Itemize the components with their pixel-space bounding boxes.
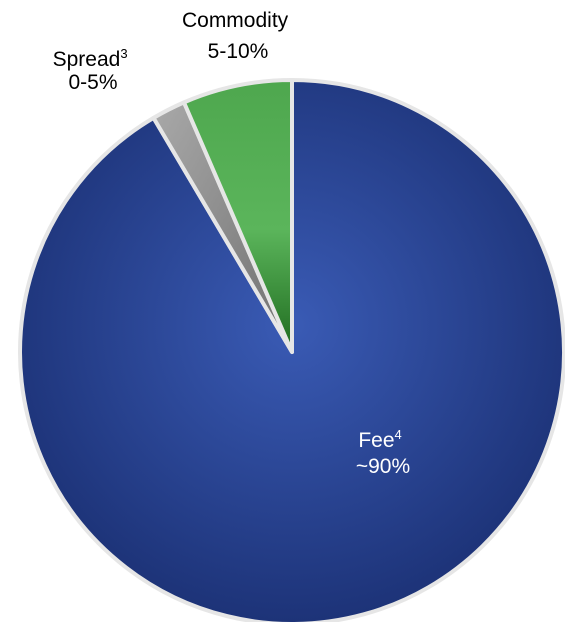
slice-value-commodity: 5-10% xyxy=(208,40,269,63)
pie-slices xyxy=(18,78,565,622)
slice-name-fee: Fee xyxy=(358,429,394,452)
slice-footnote-fee: 4 xyxy=(395,427,402,442)
slice-label-commodity: Commodity 5-10% xyxy=(182,9,294,63)
slice-footnote-spread: 3 xyxy=(120,46,127,61)
slice-label-spread: Spread3 0-5% xyxy=(53,40,134,94)
pie-labels: Fee4 ~90% Spread3 0-5% Commodity 5-10% xyxy=(53,9,411,478)
slice-name-commodity: Commodity xyxy=(182,9,289,32)
pie-slice-commodity xyxy=(181,78,294,354)
slice-value-spread: 0-5% xyxy=(68,71,117,94)
slice-value-fee: ~90% xyxy=(356,455,410,478)
slice-name-spread: Spread xyxy=(53,48,121,71)
slice-label-fee: Fee4 ~90% xyxy=(356,421,410,478)
